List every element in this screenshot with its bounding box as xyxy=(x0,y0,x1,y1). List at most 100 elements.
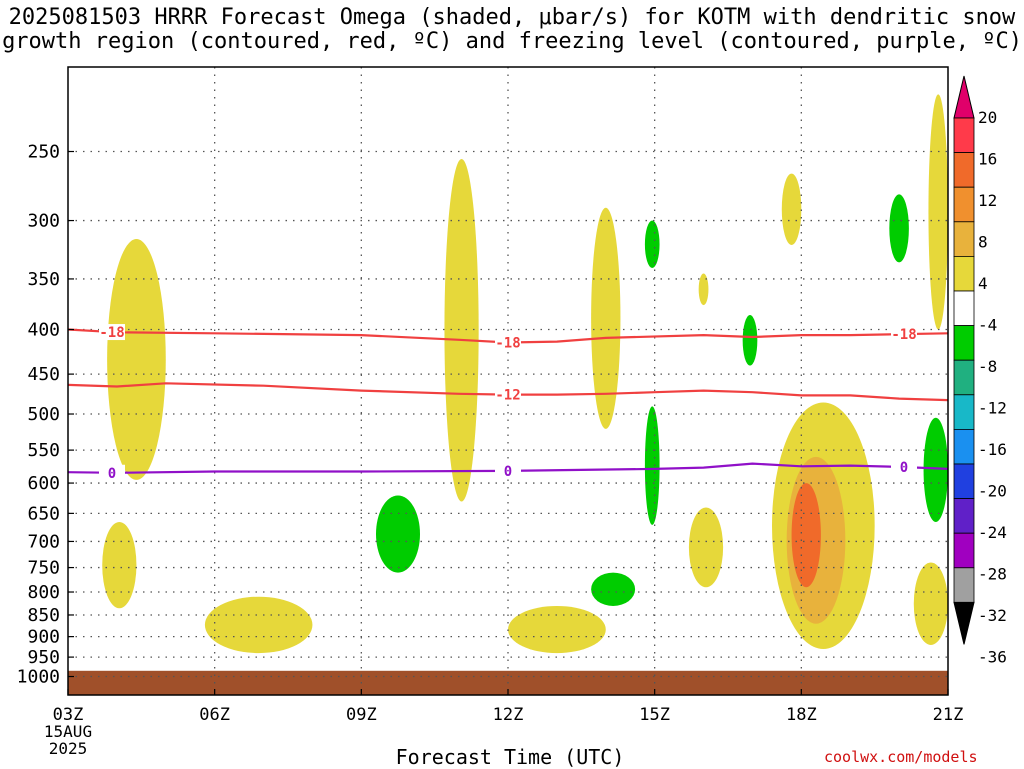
shaded-omega-regions xyxy=(102,94,948,654)
x-tick-label-21Z: 21Z xyxy=(933,705,964,725)
x-tick-label-12Z: 12Z xyxy=(493,705,524,725)
colorbar: 20 16 12 8 4 -4 -8 -12 -16 -20 -24 -28 -32 -36 xyxy=(953,75,1007,667)
omega-region-8 xyxy=(781,173,802,245)
contour--18-0 xyxy=(68,328,948,344)
omega-region-6 xyxy=(698,273,709,306)
colorbar-label--8: -8 xyxy=(978,357,997,376)
contour-0-2 xyxy=(68,462,948,474)
contour-label--12-0: -12 xyxy=(495,388,520,404)
omega-region-14 xyxy=(376,495,420,573)
colorbar-label--20: -20 xyxy=(978,482,1007,501)
colorbar-label--16: -16 xyxy=(978,440,1007,459)
omega-region-7 xyxy=(688,507,724,588)
contour-label--18-0: -18 xyxy=(99,325,124,341)
omega-region-20 xyxy=(923,417,948,523)
y-tick-label-650: 650 xyxy=(27,503,60,524)
omega-region-11 xyxy=(791,483,821,588)
y-tick-label-900: 900 xyxy=(27,627,60,648)
omega-region-15 xyxy=(644,220,660,268)
chart-title: 2025081503 HRRR Forecast Omega (shaded, … xyxy=(0,6,1024,54)
colorbar-top-arrow xyxy=(953,75,975,119)
colorbar-swatch-12 xyxy=(953,532,975,569)
contour-label-bg-2-2 xyxy=(891,459,917,476)
y-tick-label-550: 550 xyxy=(27,440,60,461)
colorbar-swatch-6 xyxy=(953,325,975,361)
y-tick-label-350: 350 xyxy=(27,269,60,290)
x-axis-label: Forecast Time (UTC) xyxy=(395,745,625,769)
colorbar-label--24: -24 xyxy=(978,523,1007,542)
colorbar-swatch-1 xyxy=(953,152,975,188)
colorbar-swatch-5 xyxy=(953,290,975,326)
x-tick-label-15Z: 15Z xyxy=(639,705,670,725)
colorbar-swatch-10 xyxy=(953,463,975,499)
colorbar-label--12: -12 xyxy=(978,399,1007,418)
colorbar-swatch-0 xyxy=(953,117,975,153)
y-tick-label-300: 300 xyxy=(27,211,60,232)
contour-label-bg-2-0 xyxy=(99,464,125,481)
colorbar-bottom-arrow xyxy=(953,601,975,645)
colorbar-swatch-11 xyxy=(953,498,975,534)
chart-title-line2: growth region (contoured, red, ºC) and f… xyxy=(2,29,1022,54)
temperature-contours xyxy=(68,328,948,474)
contour-labels: -18 -18 -18 -12 0 0 0 xyxy=(99,324,917,482)
x-start-date-0: 15AUG xyxy=(44,722,92,741)
colorbar-label-16: 16 xyxy=(978,150,997,169)
colorbar-swatch-2 xyxy=(953,186,975,223)
omega-region-17 xyxy=(591,572,636,606)
omega-region-18 xyxy=(742,315,758,366)
colorbar-swatch-13 xyxy=(953,567,975,603)
colorbar-label--36: -36 xyxy=(978,648,1007,667)
colorbar-label-20: 20 xyxy=(978,108,997,127)
contour-label-bg-2-1 xyxy=(495,462,521,479)
contour-label-bg-0-0 xyxy=(99,324,125,341)
omega-region-2 xyxy=(204,596,313,654)
y-tick-label-950: 950 xyxy=(27,647,60,668)
contour-label-0-0: 0 xyxy=(108,466,116,482)
colorbar-swatch-8 xyxy=(953,394,975,430)
omega-region-16 xyxy=(644,406,660,525)
site-credit: coolwx.com/models xyxy=(824,748,978,766)
colorbar-label--4: -4 xyxy=(978,316,997,335)
x-start-date-1: 2025 xyxy=(49,739,88,758)
x-tick-label-06Z: 06Z xyxy=(199,705,230,725)
y-tick-label-850: 850 xyxy=(27,605,60,626)
omega-region-13 xyxy=(913,562,948,645)
omega-region-12 xyxy=(928,94,948,330)
y-axis: 2503003504004505005506006507007508008509… xyxy=(17,142,74,688)
y-tick-label-700: 700 xyxy=(27,531,60,552)
contour-label--18-1: -18 xyxy=(495,336,520,352)
y-tick-label-250: 250 xyxy=(27,142,60,163)
y-tick-label-800: 800 xyxy=(27,582,60,603)
colorbar-label--32: -32 xyxy=(978,606,1007,625)
colorbar-label-12: 12 xyxy=(978,191,997,210)
omega-region-4 xyxy=(508,605,606,654)
omega-region-1 xyxy=(102,522,137,609)
colorbar-label-4: 4 xyxy=(978,274,988,293)
y-tick-label-500: 500 xyxy=(27,404,60,425)
omega-region-5 xyxy=(591,207,621,429)
colorbar-swatch-9 xyxy=(953,428,975,465)
colorbar-swatch-4 xyxy=(953,255,975,292)
contour-label-bg-1-0 xyxy=(495,386,521,403)
colorbar-swatch-7 xyxy=(953,359,975,396)
contour-label-0-2: 0 xyxy=(900,460,908,476)
y-tick-label-750: 750 xyxy=(27,558,60,579)
contour-label-bg-0-1 xyxy=(495,334,521,351)
colorbar-label--28: -28 xyxy=(978,565,1007,584)
chart-title-line1: 2025081503 HRRR Forecast Omega (shaded, … xyxy=(8,5,1016,30)
contour-label-bg-0-2 xyxy=(891,326,917,343)
omega-region-0 xyxy=(107,239,166,480)
contour-label--18-2: -18 xyxy=(891,327,916,343)
x-tick-label-18Z: 18Z xyxy=(786,705,817,725)
omega-region-3 xyxy=(444,159,479,502)
colorbar-swatch-3 xyxy=(953,221,975,257)
y-tick-label-400: 400 xyxy=(27,320,60,341)
y-tick-label-450: 450 xyxy=(27,364,60,385)
contour--12-1 xyxy=(68,382,948,402)
y-tick-label-1000: 1000 xyxy=(17,667,60,688)
x-tick-label-03Z: 03Z xyxy=(53,705,84,725)
y-tick-label-600: 600 xyxy=(27,473,60,494)
x-tick-label-09Z: 09Z xyxy=(346,705,377,725)
